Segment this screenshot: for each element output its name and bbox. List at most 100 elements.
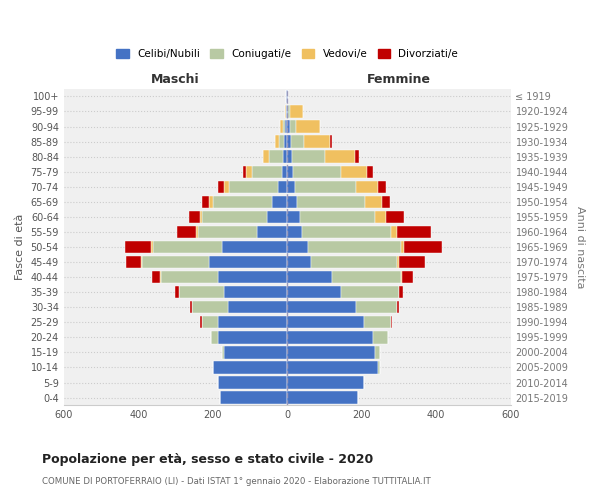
Bar	[200, 316, 202, 328]
Bar	[224, 286, 287, 298]
Bar	[188, 210, 200, 223]
Bar	[287, 210, 300, 223]
Bar	[179, 286, 224, 298]
Bar	[287, 331, 373, 344]
Bar	[401, 241, 404, 253]
Bar	[126, 256, 141, 268]
Bar	[287, 166, 293, 178]
Bar	[287, 150, 292, 163]
Bar	[224, 346, 287, 358]
Bar	[311, 256, 397, 268]
Bar	[218, 271, 287, 283]
Bar	[374, 346, 380, 358]
Bar	[151, 241, 153, 253]
Text: Femmine: Femmine	[367, 73, 431, 86]
Bar	[397, 226, 431, 238]
Bar	[283, 120, 286, 132]
Bar	[287, 376, 364, 388]
Bar	[356, 180, 379, 193]
Bar	[227, 301, 287, 314]
Bar	[287, 196, 296, 208]
Legend: Celibi/Nubili, Coniugati/e, Vedovi/e, Divorziati/e: Celibi/Nubili, Coniugati/e, Vedovi/e, Di…	[112, 44, 463, 63]
Bar	[364, 316, 391, 328]
Bar	[283, 150, 287, 163]
Bar	[218, 180, 224, 193]
Bar	[280, 120, 283, 132]
Bar	[252, 166, 281, 178]
Text: COMUNE DI PORTOFERRAIO (LI) - Dati ISTAT 1° gennaio 2020 - Elaborazione TUTTITAL: COMUNE DI PORTOFERRAIO (LI) - Dati ISTAT…	[42, 478, 431, 486]
Bar	[222, 346, 224, 358]
Bar	[289, 106, 290, 118]
Bar	[178, 226, 196, 238]
Y-axis label: Anni di nascita: Anni di nascita	[575, 206, 585, 288]
Bar	[356, 301, 397, 314]
Bar	[341, 166, 367, 178]
Bar	[401, 271, 402, 283]
Bar	[278, 136, 284, 148]
Bar	[246, 166, 252, 178]
Bar	[287, 120, 290, 132]
Bar	[275, 136, 278, 148]
Bar	[290, 106, 303, 118]
Bar	[373, 331, 388, 344]
Bar	[341, 286, 399, 298]
Bar	[153, 241, 222, 253]
Bar	[286, 90, 287, 102]
Bar	[287, 90, 288, 102]
Bar	[404, 241, 442, 253]
Bar	[263, 150, 269, 163]
Bar	[399, 256, 425, 268]
Text: Maschi: Maschi	[151, 73, 200, 86]
Bar	[200, 210, 202, 223]
Bar	[272, 196, 287, 208]
Bar	[291, 136, 304, 148]
Bar	[211, 331, 218, 344]
Bar	[374, 210, 386, 223]
Bar	[379, 180, 386, 193]
Bar	[287, 286, 341, 298]
Bar	[308, 241, 401, 253]
Text: Popolazione per età, sesso e stato civile - 2020: Popolazione per età, sesso e stato civil…	[42, 452, 373, 466]
Bar	[213, 362, 287, 374]
Bar	[242, 166, 246, 178]
Bar	[141, 256, 142, 268]
Bar	[287, 392, 358, 404]
Bar	[284, 136, 287, 148]
Bar	[218, 331, 287, 344]
Bar	[287, 136, 291, 148]
Bar	[142, 256, 209, 268]
Bar	[224, 180, 229, 193]
Bar	[222, 241, 287, 253]
Bar	[287, 301, 356, 314]
Bar	[290, 120, 296, 132]
Bar	[304, 136, 330, 148]
Bar	[367, 166, 373, 178]
Bar	[287, 271, 332, 283]
Y-axis label: Fasce di età: Fasce di età	[15, 214, 25, 280]
Bar	[286, 120, 287, 132]
Bar	[287, 362, 379, 374]
Bar	[125, 241, 151, 253]
Bar	[202, 196, 209, 208]
Bar	[402, 271, 413, 283]
Bar	[281, 166, 287, 178]
Bar	[175, 286, 179, 298]
Bar	[287, 106, 289, 118]
Bar	[300, 210, 374, 223]
Bar	[287, 256, 311, 268]
Bar	[218, 316, 287, 328]
Bar	[192, 301, 227, 314]
Bar	[399, 286, 403, 298]
Bar	[382, 196, 389, 208]
Bar	[293, 166, 341, 178]
Bar	[397, 256, 399, 268]
Bar	[365, 196, 382, 208]
Bar	[355, 150, 359, 163]
Bar	[287, 316, 364, 328]
Bar	[278, 180, 287, 193]
Bar	[397, 301, 399, 314]
Bar	[325, 150, 355, 163]
Bar	[220, 392, 287, 404]
Bar	[330, 136, 332, 148]
Bar	[286, 106, 287, 118]
